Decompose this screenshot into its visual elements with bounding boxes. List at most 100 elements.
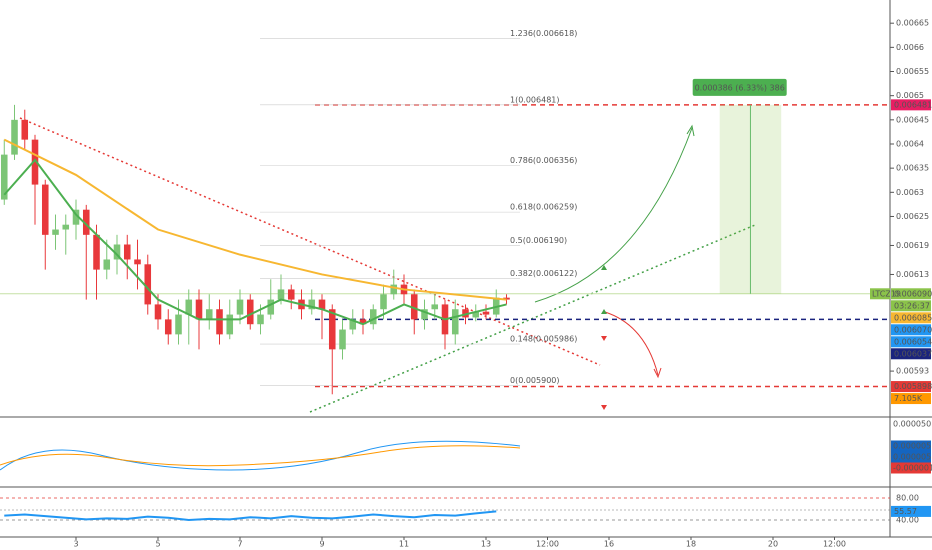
candle-body <box>308 299 316 310</box>
macd-label: 0.000005 <box>893 442 931 451</box>
candle-body <box>226 314 234 335</box>
rsi-tag-label: 55.57 <box>894 507 917 516</box>
candle-body <box>277 289 285 300</box>
price-tag <box>891 99 931 111</box>
fib-label: 1(0.006481) <box>510 95 560 104</box>
y-tick-label: 0.0066 <box>896 43 924 52</box>
rsi-tag <box>891 505 931 517</box>
candle-body <box>154 304 162 320</box>
price-tag-label: 0.006037 <box>894 349 932 358</box>
signal-arrow-up <box>601 265 607 314</box>
rsi-tick-label: 80.00 <box>896 493 919 502</box>
y-tick-label: 0.00655 <box>896 67 929 76</box>
candle-body <box>41 184 49 235</box>
candle-body <box>328 309 336 350</box>
macd-tag <box>891 451 931 463</box>
y-tick-label: 0.0064 <box>896 139 924 148</box>
price-tag <box>891 324 931 336</box>
candle-body <box>123 244 131 260</box>
y-tick-label: 0.00635 <box>896 164 929 173</box>
trend-line <box>19 117 601 366</box>
candle-body <box>175 314 182 335</box>
candle-body <box>287 289 295 300</box>
x-tick-label: 7 <box>237 540 242 549</box>
price-tag-label: 0.006481 <box>894 100 932 109</box>
candle-body <box>390 284 398 295</box>
candle-body <box>257 314 264 325</box>
macd-label: 0.000005 <box>893 453 931 462</box>
x-tick-label: 5 <box>155 540 160 549</box>
price-tag-label: 0.006070 <box>894 325 932 334</box>
x-tick-label: 3 <box>73 540 78 549</box>
candle-body <box>164 319 172 335</box>
candle-body <box>339 329 346 350</box>
candle-body <box>93 234 100 270</box>
symbol-label: LTCZ19 <box>872 289 901 298</box>
moving-average <box>3 138 507 301</box>
x-tick-label: 13 <box>481 540 491 549</box>
candle-body <box>216 309 223 335</box>
x-tick-label: 16 <box>604 540 614 549</box>
candle-body <box>205 309 213 320</box>
candle-body <box>431 304 439 310</box>
price-tag <box>891 312 931 324</box>
candle-body <box>72 209 80 225</box>
candle-body <box>462 309 469 318</box>
y-tick-label: 0.0065 <box>896 91 924 100</box>
macd-label: 0.000050 <box>893 420 931 429</box>
measure-label-bg <box>692 78 787 96</box>
candle-body <box>31 139 39 185</box>
macd-line <box>0 440 521 471</box>
candle-body <box>11 119 18 155</box>
y-tick-label: 0.0063 <box>896 188 924 197</box>
x-tick-label: 20 <box>768 540 778 549</box>
arrow-head <box>653 367 662 379</box>
fib-label: 0.618(0.006259) <box>510 203 577 212</box>
candle-body <box>134 259 141 265</box>
candle-body <box>369 309 377 325</box>
macd-pane <box>0 440 521 471</box>
y-tick-label: 0.00613 <box>896 270 929 279</box>
candle-body <box>246 299 254 325</box>
measure-label: 0.000386 (6.33%) 386 <box>695 83 785 92</box>
symbol-tag <box>870 288 890 300</box>
x-tick-label: 9 <box>319 540 324 549</box>
candle-body <box>62 224 70 230</box>
price-tag-label: 0.006054 <box>894 337 932 346</box>
price-tag-label: 0.006085 <box>894 313 932 322</box>
price-tag <box>891 381 931 393</box>
candle-body <box>349 319 357 330</box>
x-tick-label: 12:00 <box>536 540 559 549</box>
macd-tag <box>891 462 931 474</box>
projection-arrow <box>534 127 693 303</box>
candle-body <box>82 209 90 235</box>
fib-label: 0.148(0.005986) <box>510 335 577 344</box>
y-tick-label: 0.00625 <box>896 212 929 221</box>
macd-tag <box>891 440 931 452</box>
y-tick-label: 0.00645 <box>896 115 929 124</box>
fib-label: 0.382(0.006122) <box>510 269 577 278</box>
candle-body <box>21 119 29 140</box>
price-tag <box>891 336 931 348</box>
candle-body <box>52 229 59 235</box>
projection-arrow <box>604 311 659 376</box>
y-tick-label: 0.00593 <box>896 367 929 376</box>
candle-body <box>318 299 326 310</box>
candle-body <box>144 264 152 305</box>
rsi-line <box>4 510 497 521</box>
price-tag-label: 03:26:37 <box>894 301 930 310</box>
y-tick-label: 0.00619 <box>896 241 929 250</box>
fib-label: 0.5(0.006190) <box>510 236 567 245</box>
fib-label: 1.236(0.006618) <box>510 29 577 38</box>
candle-body <box>103 259 111 270</box>
price-tag <box>891 393 931 405</box>
candle-body <box>236 299 244 315</box>
x-tick-label: 12:00 <box>823 540 846 549</box>
moving-average <box>3 158 507 326</box>
candle-body <box>185 299 193 315</box>
candle-body <box>113 244 121 260</box>
arrow-head <box>686 124 695 137</box>
trend-line <box>309 224 756 413</box>
